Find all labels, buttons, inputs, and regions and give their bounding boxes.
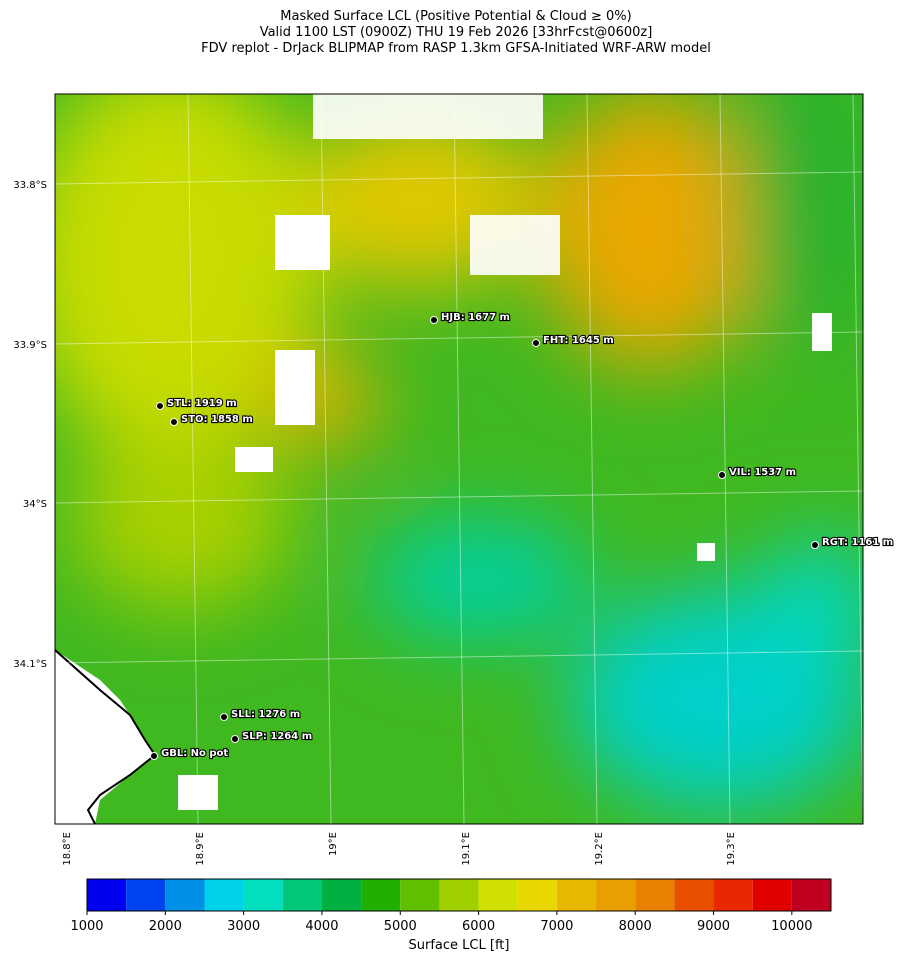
station-label: GBL: No pot [161, 748, 228, 759]
lat-label: 33.8°S [13, 180, 47, 191]
station-label: STL: 1919 m [167, 398, 237, 409]
lon-label: 18.8°E [62, 832, 73, 866]
lon-label: 19°E [328, 832, 339, 856]
lat-label: 34.1°S [13, 659, 47, 670]
colorbar-label: Surface LCL [ft] [409, 938, 510, 953]
colorbar-segment [400, 879, 440, 911]
lon-label: 19.1°E [461, 832, 472, 866]
colorbar-segment [282, 879, 322, 911]
colorbar-segment [517, 879, 557, 911]
colorbar-segment [713, 879, 753, 911]
colorbar-segment [596, 879, 636, 911]
colorbar-segment [478, 879, 518, 911]
station-dot [718, 471, 726, 479]
colorbar-tick-label: 3000 [227, 919, 260, 934]
station-label: VIL: 1537 m [729, 467, 796, 478]
title: Masked Surface LCL (Positive Potential &… [280, 9, 631, 24]
station-label: STO: 1858 m [181, 414, 253, 425]
colorbar-tick-label: 9000 [697, 919, 730, 934]
colorbar-segment [752, 879, 792, 911]
colorbar-segment [556, 879, 597, 911]
station-label: HJB: 1677 m [441, 312, 510, 323]
colorbar-segment [674, 879, 714, 911]
lat-label: 33.9°S [13, 340, 47, 351]
colorbar-segment [635, 879, 675, 911]
station-label: SLL: 1276 m [231, 709, 300, 720]
colorbar-tick-label: 5000 [384, 919, 417, 934]
colorbar-segment [204, 879, 244, 911]
colorbar-tick-label: 10000 [771, 919, 812, 934]
title: Valid 1100 LST (0900Z) THU 19 Feb 2026 [… [260, 25, 653, 40]
colorbar-tick-label: 4000 [305, 919, 338, 934]
colorbar-tick-label: 2000 [149, 919, 182, 934]
title: FDV replot - DrJack BLIPMAP from RASP 1.… [201, 41, 711, 56]
colorbar-segment [439, 879, 479, 911]
map-field [55, 94, 863, 824]
station-dot [430, 316, 438, 324]
station-dot [220, 713, 228, 721]
station-label: RGT: 1161 m [822, 537, 893, 548]
station-label: FHT: 1645 m [543, 335, 614, 346]
station-dot [231, 735, 239, 743]
colorbar-segment [87, 879, 127, 911]
station-dot [532, 339, 540, 347]
colorbar-segment [243, 879, 283, 911]
colorbar-frame [86, 878, 832, 912]
colorbar-tick-label: 6000 [462, 919, 495, 934]
station-dot [811, 541, 819, 549]
colorbar-segment [165, 879, 205, 911]
colorbar-segment [791, 879, 831, 911]
map-frame [54, 93, 864, 825]
lat-label: 34°S [23, 499, 47, 510]
colorbar-tick-label: 8000 [619, 919, 652, 934]
lon-label: 18.9°E [195, 832, 206, 866]
lon-label: 19.3°E [726, 832, 737, 866]
station-dot [156, 402, 164, 410]
lon-label: 19.2°E [594, 832, 605, 866]
station-dot [170, 418, 178, 426]
colorbar-segment [321, 879, 362, 911]
station-dot [150, 752, 158, 760]
colorbar-tick-label: 1000 [70, 919, 103, 934]
colorbar-segment [361, 879, 401, 911]
station-label: SLP: 1264 m [242, 731, 312, 742]
colorbar-segment [126, 879, 166, 911]
colorbar-tick-label: 7000 [540, 919, 573, 934]
